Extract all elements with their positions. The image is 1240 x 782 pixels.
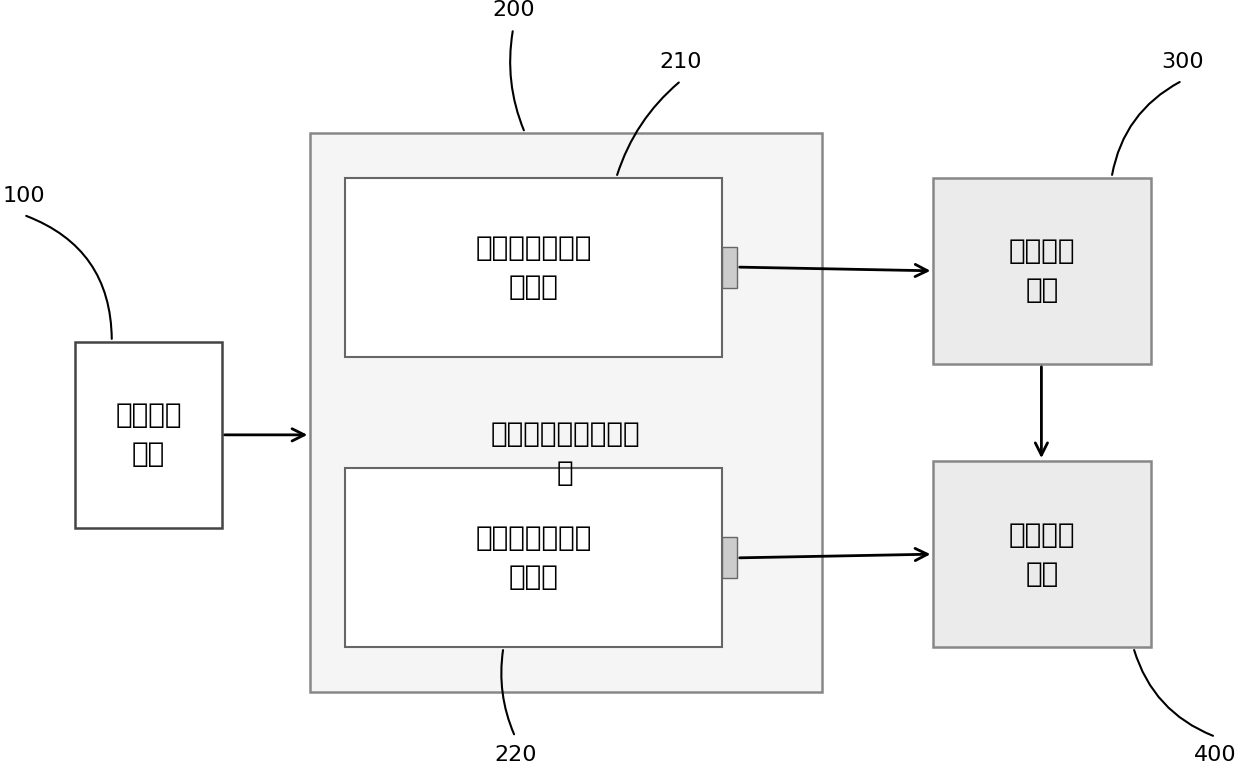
Bar [310,133,822,692]
Bar [934,461,1151,647]
Text: 200: 200 [492,0,534,20]
Bar [76,342,222,528]
Text: 100: 100 [2,186,45,206]
Text: 安全监控
模块: 安全监控 模块 [1009,237,1075,304]
Text: 高级故障判断识别模
块: 高级故障判断识别模 块 [491,420,640,487]
Text: 210: 210 [660,52,702,72]
Bar [346,468,722,647]
Bar [722,246,737,288]
Text: 高级故障判断识
别模块: 高级故障判断识 别模块 [475,234,591,300]
Text: 普通故障判断识
别模块: 普通故障判断识 别模块 [475,525,591,591]
Bar [346,178,722,357]
Text: 400: 400 [1194,745,1238,766]
Text: 300: 300 [1161,52,1204,72]
Text: 信息获取
模块: 信息获取 模块 [115,401,182,468]
Text: 故障处理
模块: 故障处理 模块 [1009,521,1075,587]
Bar [722,537,737,579]
Text: 220: 220 [494,745,537,766]
Bar [934,178,1151,364]
